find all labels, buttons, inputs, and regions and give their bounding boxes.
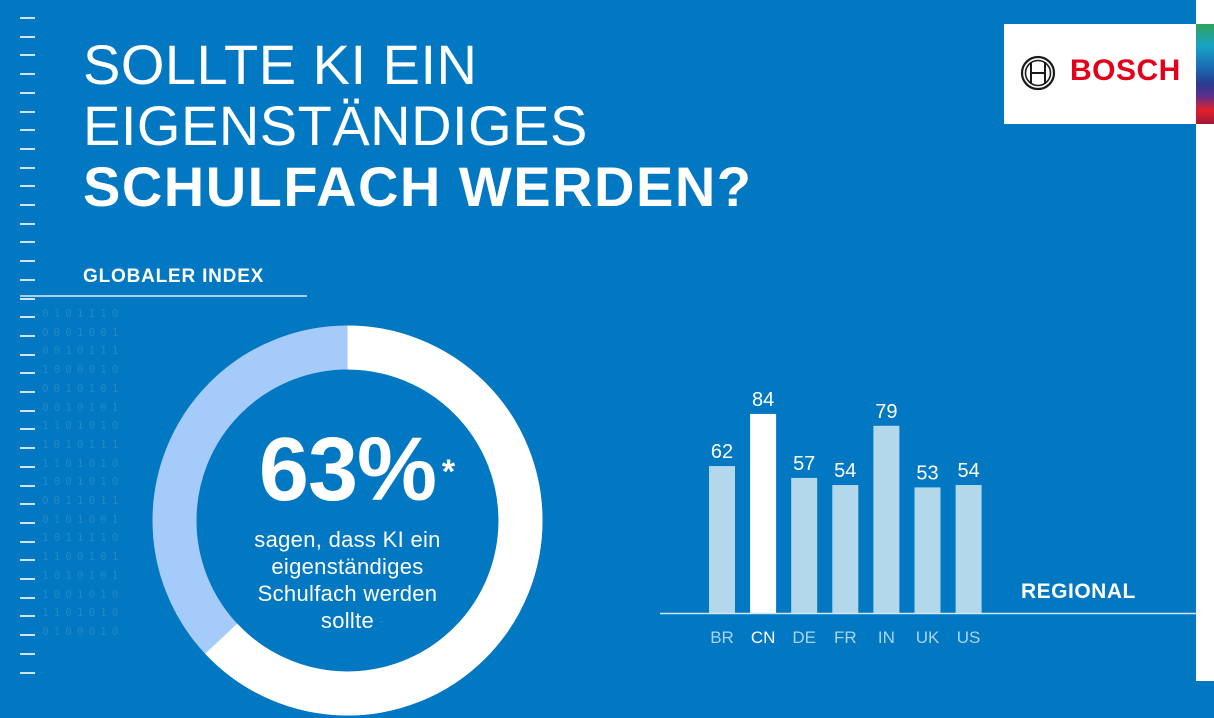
tick-mark: [20, 521, 35, 524]
binary-row: 0010101: [42, 381, 124, 395]
binary-row: 0100010: [42, 624, 124, 638]
binary-row: 0101110: [42, 307, 124, 320]
regional-label: REGIONAL: [1021, 580, 1136, 603]
global-percent: 63% *: [258, 420, 455, 520]
tick-mark: [20, 297, 35, 300]
tick-mark: [20, 166, 35, 169]
binary-row: 1101010: [42, 606, 124, 620]
bar-br: [709, 466, 735, 613]
tick-mark: [20, 91, 35, 94]
tick-mark: [20, 222, 35, 225]
bar-fr: [832, 485, 859, 613]
tick-mark: [20, 353, 35, 356]
binary-row: 1001010: [42, 587, 124, 601]
tick-mark: [20, 447, 35, 450]
bosch-logo: BOSCH: [1004, 24, 1196, 124]
bar-de: [791, 477, 818, 613]
description-line: eigenständiges: [271, 554, 424, 579]
tick-mark: [20, 615, 35, 618]
tick-mark: [20, 110, 35, 113]
brand-color-band: [1196, 24, 1214, 124]
binary-pattern: 0101110 0001001 0010111 1000010 0010101 00101…: [42, 305, 162, 642]
tick-mark: [20, 391, 35, 393]
tick-mark: [20, 428, 35, 431]
description-line: sollte: [320, 608, 375, 633]
tick-mark: [20, 185, 35, 188]
bosch-armature-icon: [1020, 55, 1056, 91]
footnote-asterisk: *: [441, 453, 455, 491]
tick-mark: [20, 596, 35, 599]
title-line-2: EIGENSTÄNDIGES: [83, 94, 588, 157]
category-label: BR: [710, 628, 734, 647]
tick-mark: [20, 652, 35, 655]
binary-row: 1000010: [42, 363, 124, 377]
tick-mark: [20, 17, 35, 19]
tick-mark: [20, 129, 35, 132]
tick-mark: [20, 465, 35, 468]
binary-row: 0010101: [42, 400, 124, 414]
page-title: SOLLTE KI EIN EIGENSTÄNDIGES SCHULFACH W…: [83, 34, 752, 217]
global-description: sagen, dass KI ein eigenständiges Schulf…: [190, 526, 505, 634]
tick-mark: [20, 147, 35, 150]
tick-mark: [20, 334, 35, 337]
bar-value-label: 57: [793, 453, 815, 475]
tick-mark: [20, 559, 35, 562]
bar-in: [873, 425, 900, 613]
tick-mark: [20, 409, 35, 412]
tick-mark: [20, 54, 35, 57]
bar-value-label: 54: [834, 460, 856, 482]
binary-row: 1100101: [42, 550, 124, 564]
binary-row: 1011110: [42, 531, 124, 545]
bar-value-label: 84: [752, 389, 774, 411]
bar-value-label: 54: [957, 460, 979, 482]
category-label: DE: [792, 628, 816, 647]
description-line: Schulfach werden: [257, 581, 438, 606]
binary-row: 1010111: [42, 437, 124, 451]
tick-mark: [20, 73, 35, 76]
title-line-3: SCHULFACH WERDEN?: [83, 155, 753, 218]
bar-us: [955, 485, 982, 613]
global-index-rule: [20, 295, 307, 297]
right-white-stripe: [1196, 0, 1214, 681]
tick-mark: [20, 372, 35, 375]
binary-row: 0011011: [42, 494, 124, 508]
global-index-label: GLOBALER INDEX: [83, 266, 265, 287]
title-line-1: SOLLTE KI EIN: [83, 33, 478, 96]
category-label: IN: [878, 628, 895, 647]
binary-row: 1101010: [42, 456, 124, 470]
tick-mark: [20, 540, 35, 543]
description-line: sagen, dass KI ein: [254, 527, 441, 552]
brand-name: BOSCH: [1070, 54, 1181, 87]
tick-mark: [20, 278, 35, 281]
tick-mark: [20, 634, 35, 637]
regional-bar-chart: 62 BR 84 CN 57 DE 54 FR 79 IN 53 UK 54 US: [660, 389, 1196, 647]
tick-mark: [20, 204, 35, 206]
binary-row: 1001010: [42, 475, 124, 489]
binary-row: 0001001: [42, 325, 124, 339]
decorative-ticks: [20, 12, 36, 682]
tick-mark: [20, 484, 35, 487]
global-percent-value: 63%: [258, 420, 437, 520]
binary-row: 1101010: [42, 419, 124, 433]
category-label: CN: [751, 628, 776, 647]
tick-mark: [20, 260, 35, 263]
tick-mark: [20, 241, 35, 244]
binary-row: 1010101: [42, 568, 124, 582]
tick-mark: [20, 35, 35, 38]
bar-value-label: 53: [916, 462, 938, 484]
bar-uk: [914, 487, 941, 613]
bar-cn: [750, 413, 777, 613]
tick-mark: [20, 316, 35, 319]
bar-value-label: 62: [711, 441, 733, 463]
category-label: US: [957, 628, 981, 647]
tick-mark: [20, 503, 35, 506]
tick-mark: [20, 671, 35, 674]
category-label: FR: [834, 628, 857, 647]
tick-mark: [20, 578, 35, 580]
bar-value-label: 79: [875, 401, 897, 423]
global-stat: 63% * sagen, dass KI ein eigenständiges S…: [190, 420, 505, 634]
category-label: UK: [916, 628, 940, 647]
binary-row: 0010111: [42, 344, 124, 358]
binary-row: 0101001: [42, 512, 124, 526]
